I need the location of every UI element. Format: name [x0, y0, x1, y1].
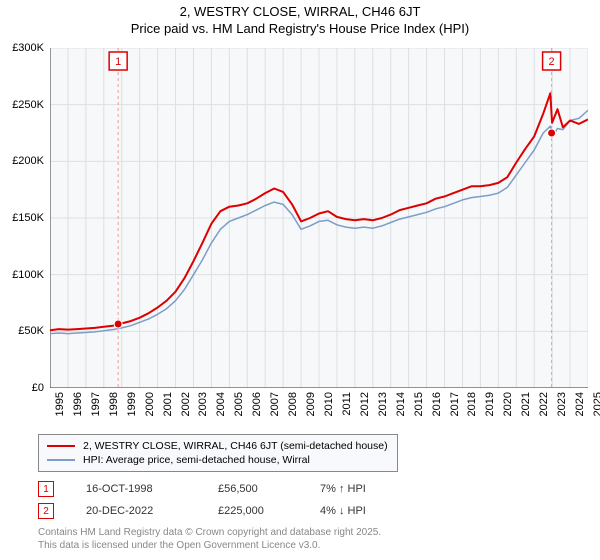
- x-tick-label: 2007: [269, 392, 281, 416]
- x-tick-label: 2022: [538, 392, 550, 416]
- x-tick-label: 1998: [108, 392, 120, 416]
- y-tick-label: £250K: [12, 99, 44, 111]
- footer-attribution: Contains HM Land Registry data © Crown c…: [38, 526, 381, 552]
- x-tick-label: 2008: [287, 392, 299, 416]
- x-tick-label: 2006: [251, 392, 263, 416]
- x-tick-label: 2020: [502, 392, 514, 416]
- x-tick-label: 2010: [323, 392, 335, 416]
- transaction-date-1: 16-OCT-1998: [86, 483, 186, 495]
- legend-swatch-hpi: [47, 459, 75, 461]
- legend-swatch-property: [47, 445, 75, 447]
- legend: 2, WESTRY CLOSE, WIRRAL, CH46 6JT (semi-…: [38, 434, 398, 472]
- x-tick-label: 2017: [449, 392, 461, 416]
- x-axis-labels: 1995 1996 1997 1998 1999 2000 2001 2002 2003 2004…: [50, 390, 588, 430]
- x-tick-label: 1995: [54, 392, 66, 416]
- transactions-table: 1 16-OCT-1998 £56,500 7% ↑ HPI 2 20-DEC-…: [38, 478, 366, 522]
- x-tick-label: 2004: [215, 392, 227, 416]
- x-tick-label: 2018: [466, 392, 478, 416]
- x-tick-label: 2003: [197, 392, 209, 416]
- legend-item-property: 2, WESTRY CLOSE, WIRRAL, CH46 6JT (semi-…: [47, 439, 389, 453]
- y-tick-label: £300K: [12, 42, 44, 54]
- x-tick-label: 2024: [574, 392, 586, 416]
- x-tick-label: 1999: [126, 392, 138, 416]
- title-block: 2, WESTRY CLOSE, WIRRAL, CH46 6JT Price …: [0, 0, 600, 36]
- transaction-price-1: £56,500: [218, 483, 288, 495]
- transaction-date-2: 20-DEC-2022: [86, 505, 186, 517]
- x-tick-label: 2014: [395, 392, 407, 416]
- svg-text:1: 1: [115, 56, 121, 68]
- marker-num-2: 2: [43, 506, 49, 517]
- marker-box-1: 1: [38, 481, 54, 497]
- chart-title-address: 2, WESTRY CLOSE, WIRRAL, CH46 6JT: [0, 4, 600, 19]
- chart-title-subtitle: Price paid vs. HM Land Registry's House …: [0, 21, 600, 36]
- transaction-price-2: £225,000: [218, 505, 288, 517]
- x-tick-label: 2019: [484, 392, 496, 416]
- x-tick-label: 2002: [180, 392, 192, 416]
- x-tick-label: 2009: [305, 392, 317, 416]
- x-tick-label: 1996: [72, 392, 84, 416]
- footer-line2: This data is licensed under the Open Gov…: [38, 539, 381, 552]
- x-tick-label: 2015: [413, 392, 425, 416]
- y-tick-label: £50K: [18, 325, 44, 337]
- marker-num-1: 1: [43, 484, 49, 495]
- chart-svg: 12: [50, 48, 588, 388]
- marker-box-2: 2: [38, 503, 54, 519]
- x-tick-label: 1997: [90, 392, 102, 416]
- legend-item-hpi: HPI: Average price, semi-detached house,…: [47, 453, 389, 467]
- transaction-row-2: 2 20-DEC-2022 £225,000 4% ↓ HPI: [38, 500, 366, 522]
- chart-container: 2, WESTRY CLOSE, WIRRAL, CH46 6JT Price …: [0, 0, 600, 560]
- x-tick-label: 2013: [377, 392, 389, 416]
- legend-label-hpi: HPI: Average price, semi-detached house,…: [83, 454, 310, 466]
- transaction-delta-2: 4% ↓ HPI: [320, 505, 366, 517]
- svg-text:2: 2: [549, 56, 555, 68]
- x-tick-label: 2023: [556, 392, 568, 416]
- y-axis-labels: £0£50K£100K£150K£200K£250K£300K: [0, 48, 48, 388]
- x-tick-label: 2012: [359, 392, 371, 416]
- footer-line1: Contains HM Land Registry data © Crown c…: [38, 526, 381, 539]
- x-tick-label: 2001: [162, 392, 174, 416]
- legend-label-property: 2, WESTRY CLOSE, WIRRAL, CH46 6JT (semi-…: [83, 440, 388, 452]
- chart-plot-area: 12: [50, 48, 588, 388]
- y-tick-label: £0: [32, 382, 44, 394]
- x-tick-label: 2021: [520, 392, 532, 416]
- x-tick-label: 2016: [431, 392, 443, 416]
- y-tick-label: £100K: [12, 269, 44, 281]
- x-tick-label: 2011: [341, 392, 353, 416]
- x-tick-label: 2025: [592, 392, 600, 416]
- y-tick-label: £150K: [12, 212, 44, 224]
- x-tick-label: 2005: [233, 392, 245, 416]
- transaction-row-1: 1 16-OCT-1998 £56,500 7% ↑ HPI: [38, 478, 366, 500]
- transaction-delta-1: 7% ↑ HPI: [320, 483, 366, 495]
- y-tick-label: £200K: [12, 155, 44, 167]
- x-tick-label: 2000: [144, 392, 156, 416]
